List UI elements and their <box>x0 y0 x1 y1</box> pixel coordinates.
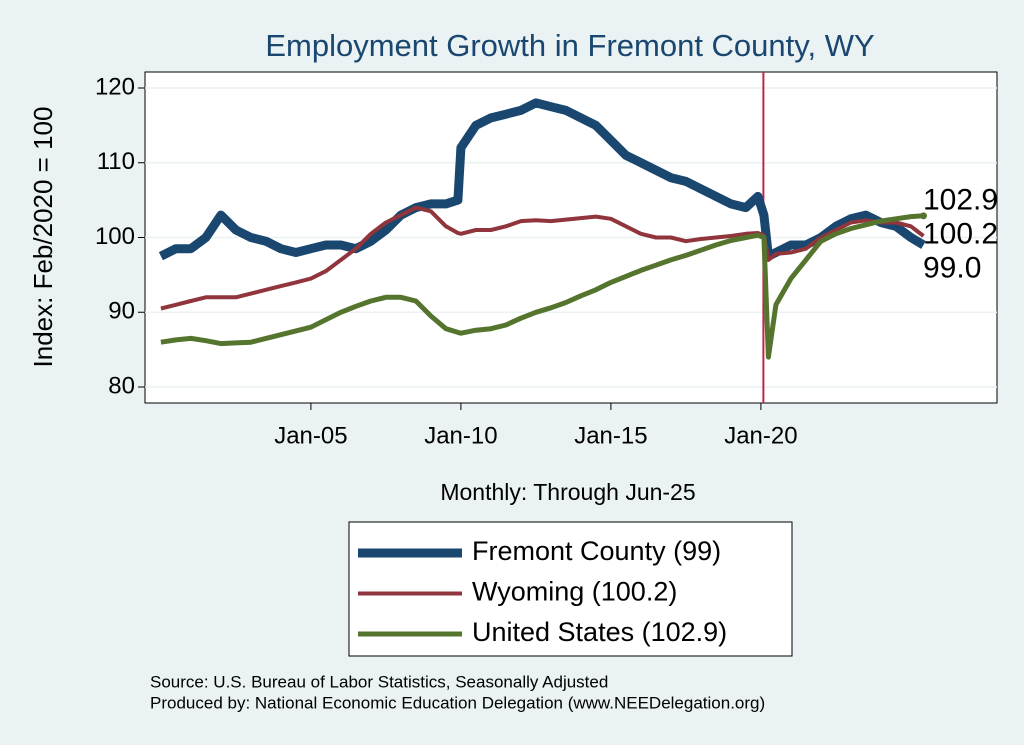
x-tick-label: Jan-05 <box>274 422 347 449</box>
y-tick-label: 120 <box>95 73 135 100</box>
legend-label: United States (102.9) <box>472 617 727 647</box>
credit-note: Produced by: National Economic Education… <box>150 693 765 712</box>
end-label: 102.9 <box>923 184 998 217</box>
legend-label: Wyoming (100.2) <box>472 577 677 607</box>
legend-label: Fremont County (99) <box>472 536 721 566</box>
series-line <box>158 98 926 261</box>
series-line <box>160 205 925 311</box>
end-label: 100.2 <box>923 218 998 251</box>
y-tick-label: 110 <box>97 148 135 175</box>
end-label: 99.0 <box>923 252 981 285</box>
end-marker <box>920 212 927 220</box>
y-tick-label: 100 <box>95 223 135 250</box>
x-tick-label: Jan-20 <box>724 422 797 449</box>
source-note: Source: U.S. Bureau of Labor Statistics,… <box>150 672 608 691</box>
x-tick-label: Jan-10 <box>424 422 497 449</box>
chart-title: Employment Growth in Fremont County, WY <box>265 28 874 63</box>
x-tick-label: Jan-15 <box>574 422 647 449</box>
x-axis-label: Monthly: Through Jun-25 <box>440 479 695 505</box>
y-tick-label: 90 <box>108 298 135 325</box>
series-line <box>160 213 924 360</box>
y-axis-label: Index: Feb/2020 = 100 <box>28 107 58 368</box>
y-tick-label: 80 <box>108 372 135 399</box>
